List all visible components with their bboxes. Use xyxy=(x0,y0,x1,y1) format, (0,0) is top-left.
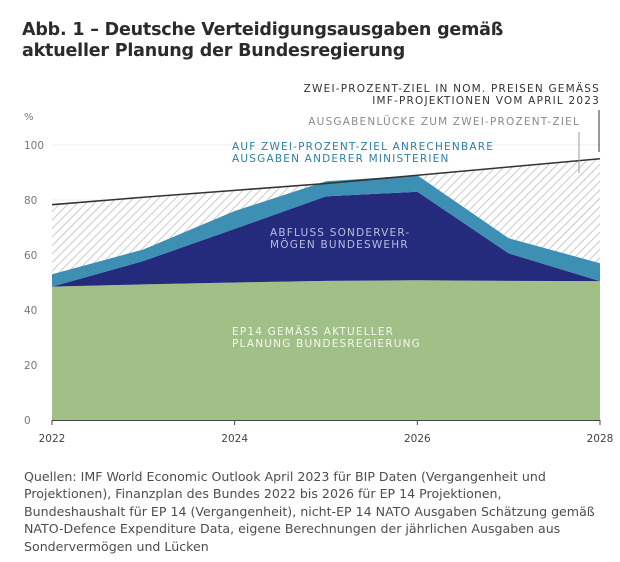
chart-title-line-2: aktueller Planung der Bundesregierung xyxy=(22,41,406,61)
y-tick-label-80: 80 xyxy=(24,195,37,207)
special-fund-label-line-1: ABFLUSS SONDERVER- xyxy=(270,227,410,239)
ep14-label-line-2: PLANUNG BUNDESREGIERUNG xyxy=(232,338,421,350)
y-tick-label-100: 100 xyxy=(24,140,44,152)
area-chart: % 0 20 40 60 80 100 2022 2024 2026 2028 ZWEI-PROZE… xyxy=(24,82,614,445)
target-line-annotation: ZWEI-PROZENT-ZIEL IN NOM. PREISEN GEMÄSS… xyxy=(304,82,600,152)
area-ep14 xyxy=(52,280,600,420)
y-tick-label-40: 40 xyxy=(24,305,37,317)
chart-title-line-1: Abb. 1 – Deutsche Verteidigungsausgaben … xyxy=(22,20,504,40)
area-special-fund xyxy=(52,191,600,287)
y-axis-unit-label: % xyxy=(24,112,34,123)
target-label-line-1: ZWEI-PROZENT-ZIEL IN NOM. PREISEN GEMÄSS xyxy=(304,82,600,95)
x-tick-label-2026: 2026 xyxy=(404,433,431,445)
gap-label: AUSGABENLÜCKE ZUM ZWEI-PROZENT-ZIEL xyxy=(308,115,580,128)
y-tick-label-0: 0 xyxy=(24,415,31,427)
area-spending-gap xyxy=(52,158,600,275)
target-label-line-2: IMF-PROJEKTIONEN VOM APRIL 2023 xyxy=(372,95,600,107)
y-tick-label-20: 20 xyxy=(24,360,37,372)
line-two-percent-target xyxy=(51,157,601,206)
y-tick-label-60: 60 xyxy=(24,250,37,262)
ep14-label-line-1: EP14 GEMÄSS AKTUELLER xyxy=(232,325,394,338)
area-other-ministries xyxy=(52,175,600,287)
gap-annotation: AUSGABENLÜCKE ZUM ZWEI-PROZENT-ZIEL xyxy=(308,115,580,173)
source-note: Quellen: IMF World Economic Outlook Apri… xyxy=(24,469,595,554)
other-ministries-label-line-1: AUF ZWEI-PROZENT-ZIEL ANRECHENBARE xyxy=(232,141,494,153)
other-ministries-annotation: AUF ZWEI-PROZENT-ZIEL ANRECHENBARE AUSGA… xyxy=(232,141,494,165)
chart-title: Abb. 1 – Deutsche Verteidigungsausgaben … xyxy=(22,20,602,62)
x-tick-label-2028: 2028 xyxy=(587,433,614,445)
ep14-annotation: EP14 GEMÄSS AKTUELLER PLANUNG BUNDESREGI… xyxy=(232,325,421,350)
x-tick-label-2024: 2024 xyxy=(221,433,248,445)
special-fund-annotation: ABFLUSS SONDERVER- MÖGEN BUNDESWEHR xyxy=(270,227,410,251)
x-tick-label-2022: 2022 xyxy=(39,433,66,445)
special-fund-label-line-2: MÖGEN BUNDESWEHR xyxy=(270,238,409,251)
other-ministries-label-line-2: AUSGABEN ANDERER MINISTERIEN xyxy=(232,153,450,165)
